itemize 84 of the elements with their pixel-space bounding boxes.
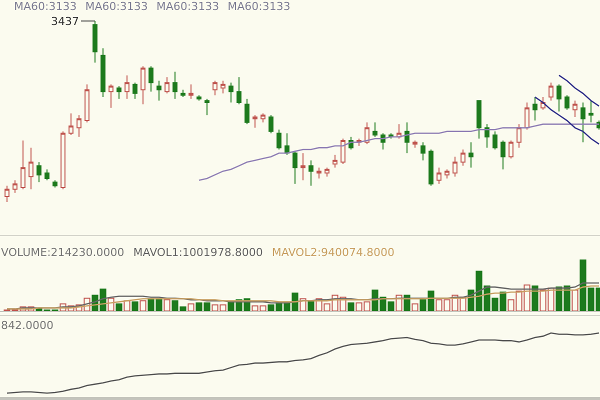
candlestick [564,94,570,110]
bar [188,303,194,311]
bar [132,301,138,311]
candlestick [60,130,66,190]
candlestick [572,100,578,118]
candlestick [460,149,466,166]
candlestick [204,98,210,116]
candlestick [116,86,122,100]
candlestick [276,129,282,150]
candlestick [36,162,42,183]
candlestick [108,84,114,108]
candlestick [436,167,442,184]
text: 842.0000 [1,319,54,332]
candlestick [556,84,562,112]
candlestick [532,96,538,122]
candlestick [196,94,202,102]
candlestick [340,138,346,164]
candlestick [412,140,418,148]
bar [124,300,130,311]
candlestick [476,100,482,140]
candlestick [508,140,514,160]
candlestick [420,142,426,161]
annotation: 3437 [51,15,79,28]
candlestick [324,167,330,178]
candlestick [164,76,170,94]
bar [308,301,314,311]
candlestick [492,130,498,150]
candlestick [68,112,74,136]
candlestick [12,180,18,194]
candlestick [44,168,50,181]
candlestick [300,152,306,181]
candlestick [52,180,58,188]
candlestick [28,147,34,190]
bar [116,303,122,311]
candlestick [180,89,186,98]
candlestick [228,82,234,103]
candlestick [332,154,338,168]
candlestick [148,66,154,92]
candlestick [372,122,378,138]
candlestick [268,114,274,134]
candlestick [516,124,522,148]
candlestick [124,74,130,100]
candlestick [452,156,458,178]
candlestick [244,98,250,125]
candlestick [84,84,90,123]
candlestick [188,84,194,100]
candlestick [428,149,434,186]
bar [572,290,578,311]
candlestick [172,71,178,100]
candlestick [588,100,594,123]
bar [164,299,170,311]
text: VOLUME:214230.0000 [1,246,124,259]
candlestick [92,20,98,64]
candlestick [444,168,450,179]
candlestick [236,76,242,105]
candlestick [220,80,226,94]
candlestick [76,114,82,138]
candlestick [364,122,370,145]
bar [140,300,146,311]
bar [412,303,418,311]
candlestick [284,132,290,156]
candlestick [252,114,258,128]
candlestick [308,160,314,186]
candlestick [580,102,586,143]
candlestick [140,66,146,105]
text: MAVOL1:1001978.8000 [133,246,263,259]
candlestick [468,142,474,168]
candlestick [4,185,10,202]
candlestick [156,80,162,102]
candlestick [316,167,322,179]
bar [108,298,114,311]
candlestick [212,80,218,96]
candlestick [404,122,410,154]
candlestick [500,140,506,170]
candlestick [548,82,554,102]
candlestick [260,112,266,123]
candlestick [292,150,298,184]
candlestick [100,48,106,98]
candlestick [132,82,138,100]
candlestick [20,140,26,190]
bar [348,302,354,311]
chart-subtitle: MA60:3133 MA60:3133 MA60:3133 MA60:3133 [14,0,290,13]
candlestick [524,102,530,130]
text: MAVOL2:940074.8000 [272,246,395,259]
